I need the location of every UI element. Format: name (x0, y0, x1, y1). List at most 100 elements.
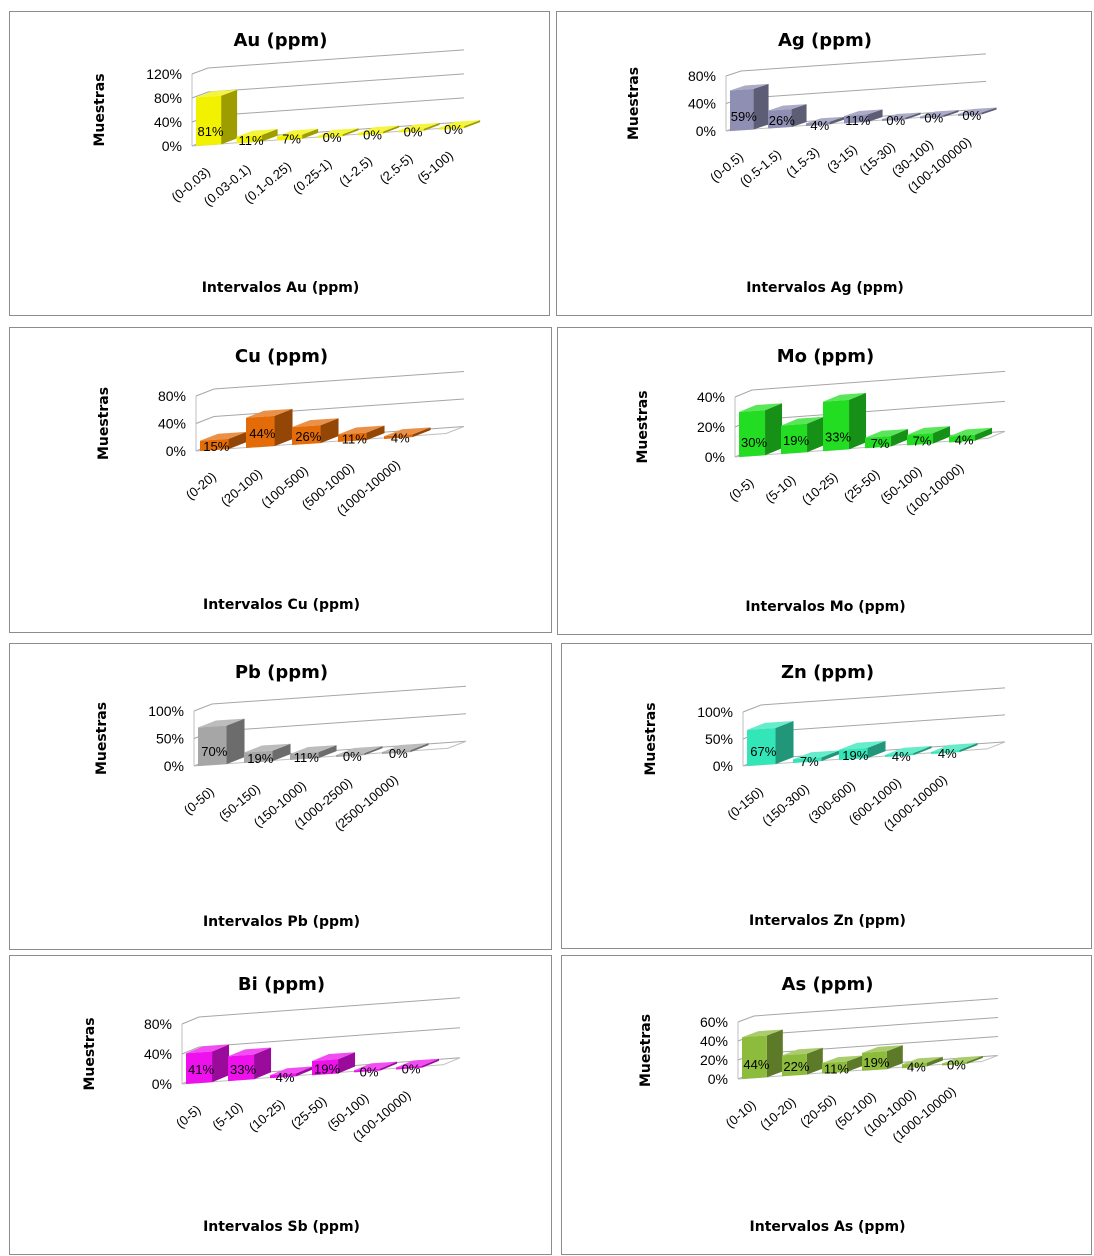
data-label: 26% (769, 113, 795, 128)
y-tick-label: 40% (144, 1046, 172, 1062)
y-tick-label: 0% (696, 123, 716, 139)
data-label: 0% (924, 111, 943, 126)
bar-0-5 (186, 1044, 230, 1084)
bar-1000-10000 (931, 742, 978, 754)
bar-100-10000 (949, 427, 993, 443)
chart-title: Ag (ppm) (778, 30, 872, 51)
data-label: 0% (886, 113, 905, 128)
bar-150-1000 (290, 745, 337, 760)
bar-0-5-1-5 (768, 104, 807, 129)
bar-150-300 (793, 750, 840, 763)
y-axis-title: Muestras (92, 73, 108, 146)
bar-0-5 (739, 403, 783, 457)
bar-50-100 (907, 426, 951, 446)
chart-panel-au-ppm: Au (ppm) Muestras Intervalos Au (ppm) 0% 40%… (9, 11, 550, 316)
x-tick-label: (5-10) (762, 472, 798, 506)
bar-0-25-1 (317, 128, 359, 138)
chart-svg: Au (ppm) Muestras Intervalos Au (ppm) 0% 40%… (92, 30, 481, 296)
x-tick-label: (10-25) (246, 1096, 288, 1134)
x-axis-title: Intervalos Pb (ppm) (203, 914, 360, 930)
y-axis-title: Muestras (638, 1014, 654, 1087)
gridline (195, 398, 465, 424)
data-label: 7% (282, 132, 301, 147)
bar-20-50 (822, 1055, 863, 1074)
x-tick-label: (150-300) (759, 781, 812, 829)
bar-5-10 (228, 1047, 272, 1082)
bar-2500-10000 (382, 743, 429, 754)
data-label: 4% (810, 118, 829, 133)
data-label: 19% (247, 751, 273, 766)
bar-20-100 (246, 408, 293, 448)
bar-100-500 (292, 418, 339, 445)
data-label: 0% (323, 130, 342, 145)
bar-25-50 (865, 429, 909, 449)
y-axis-title: Muestras (643, 702, 659, 775)
data-label: 0% (947, 1058, 966, 1073)
data-label: 70% (201, 744, 227, 759)
gridline (181, 1027, 461, 1055)
chart-title: Cu (ppm) (235, 346, 328, 367)
bar-600-1000 (885, 745, 932, 757)
data-label: 0% (389, 746, 408, 761)
y-tick-label: 40% (158, 416, 186, 432)
x-tick-label: (0-10) (723, 1097, 759, 1131)
chart-title: As (ppm) (782, 974, 874, 995)
bar-100-10000 (396, 1058, 440, 1070)
data-label: 4% (907, 1059, 926, 1074)
data-label: 19% (314, 1061, 340, 1076)
gridline (195, 371, 465, 397)
y-axis-title: Muestras (626, 67, 642, 140)
x-tick-label: (1.5-3) (783, 144, 822, 180)
x-tick-label: (1000-10000) (889, 1083, 958, 1145)
gridline (193, 685, 467, 712)
x-tick-label: (3-15) (824, 142, 860, 176)
chart-title: Bi (ppm) (238, 974, 325, 995)
data-label: 19% (863, 1055, 889, 1070)
chart-title: Pb (ppm) (235, 662, 328, 683)
chart-panel-as-ppm: As (ppm) Muestras Intervalos As (ppm) 0% 20%… (561, 955, 1092, 1255)
bar-1000-10000 (942, 1055, 983, 1066)
gridline (742, 687, 1006, 713)
bar-2-5-5 (398, 122, 440, 133)
chart-panel-cu-ppm: Cu (ppm) Muestras Intervalos Cu (ppm) 0% 40%… (9, 327, 552, 633)
chart-panel-ag-ppm: Ag (ppm) Muestras Intervalos Ag (ppm) 0% 40%… (556, 11, 1092, 316)
bar-0-0-5 (730, 83, 769, 131)
data-label: 15% (203, 439, 229, 454)
bar-25-50 (312, 1052, 356, 1076)
bar-10-20 (782, 1047, 823, 1077)
data-label: 44% (743, 1057, 769, 1072)
x-tick-label: (0.03-0.1) (201, 161, 254, 209)
x-tick-label: (20-100) (218, 466, 265, 509)
data-label: 7% (913, 433, 932, 448)
x-tick-label: (0-20) (183, 469, 219, 503)
data-label: 4% (938, 746, 957, 761)
chart-panel-pb-ppm: Pb (ppm) Muestras Intervalos Pb (ppm) 0% 50%… (9, 643, 552, 950)
y-tick-label: 80% (158, 388, 186, 404)
chart-panel-zn-ppm: Zn (ppm) Muestras Intervalos Zn (ppm) 0% 50%… (561, 643, 1092, 949)
data-label: 0% (404, 125, 423, 140)
x-axis-title: Intervalos Cu (ppm) (203, 597, 360, 613)
gridline (181, 997, 461, 1025)
data-label: 19% (783, 433, 809, 448)
x-tick-label: (5-100) (414, 148, 456, 186)
data-label: 7% (871, 436, 890, 451)
chart-svg: Ag (ppm) Muestras Intervalos Ag (ppm) 0% 40%… (626, 30, 997, 296)
y-tick-label: 40% (697, 389, 725, 405)
x-tick-label: (0-5) (726, 475, 757, 504)
x-tick-label: (20-50) (797, 1092, 839, 1130)
bar-0-1-0-25 (277, 128, 319, 141)
y-axis-title: Muestras (94, 702, 110, 775)
data-label: 0% (444, 122, 463, 137)
data-label: 67% (750, 744, 776, 759)
gridline (191, 73, 465, 99)
y-tick-label: 80% (154, 90, 182, 106)
data-label: 11% (239, 133, 264, 148)
bar-1000-10000 (384, 427, 431, 439)
bar-500-1000 (338, 425, 385, 442)
y-tick-label: 100% (697, 704, 733, 720)
data-label: 7% (800, 754, 819, 769)
chart-panel-bi-ppm: Bi (ppm) Muestras Intervalos Sb (ppm) 0% 40%… (9, 955, 552, 1255)
y-tick-label: 60% (700, 1014, 728, 1030)
y-tick-label: 50% (156, 731, 184, 747)
x-tick-label: (1-2.5) (336, 153, 375, 189)
